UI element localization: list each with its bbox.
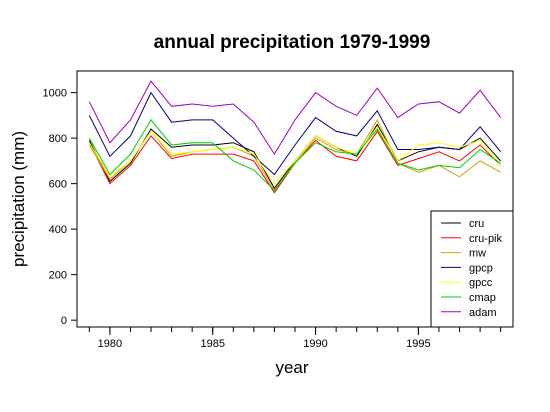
legend: cru cru-pik mw gpcp gpcc cmap adam [430, 210, 514, 328]
series-line-mw [88, 118, 501, 192]
legend-label-cmap: cmap [469, 292, 496, 304]
series-line-cru-pik [88, 130, 502, 194]
legend-label-adam: adam [469, 307, 497, 319]
y-axis: 0 200 400 600 800 1000 [43, 88, 77, 327]
series-line-gpcc [88, 125, 502, 185]
x-tick-label: 1980 [98, 338, 122, 350]
x-tick-label: 1995 [406, 338, 430, 350]
y-tick-label: 800 [49, 133, 67, 145]
legend-box [430, 210, 514, 328]
y-tick-label: 1000 [43, 88, 67, 100]
legend-label-gpcc: gpcc [469, 277, 493, 289]
legend-label-cru-pik: cru-pik [469, 233, 503, 245]
series-lines [88, 80, 502, 194]
y-tick-label: 400 [49, 224, 67, 236]
y-tick-label: 0 [61, 315, 67, 327]
x-tick-label: 1985 [200, 338, 224, 350]
series-line-gpcp [88, 91, 502, 176]
x-axis-title: year [275, 358, 308, 377]
legend-label-mw: mw [469, 248, 486, 260]
chart-title: annual precipitation 1979-1999 [154, 32, 431, 53]
legend-label-gpcp: gpcp [469, 262, 493, 274]
x-axis: 1980 1985 1990 1995 [88, 327, 502, 350]
series-line-cmap [88, 119, 501, 192]
series-line-adam [88, 80, 502, 156]
y-tick-label: 200 [49, 270, 67, 282]
plot-area: 0 200 400 600 800 1000 1980 1985 1990 1995 [43, 70, 514, 350]
x-tick-label: 1990 [303, 338, 327, 350]
y-axis-title: precipitation (mm) [9, 131, 28, 267]
series-line-cru [88, 123, 502, 190]
legend-label-cru: cru [469, 218, 484, 230]
y-tick-label: 600 [49, 179, 67, 191]
